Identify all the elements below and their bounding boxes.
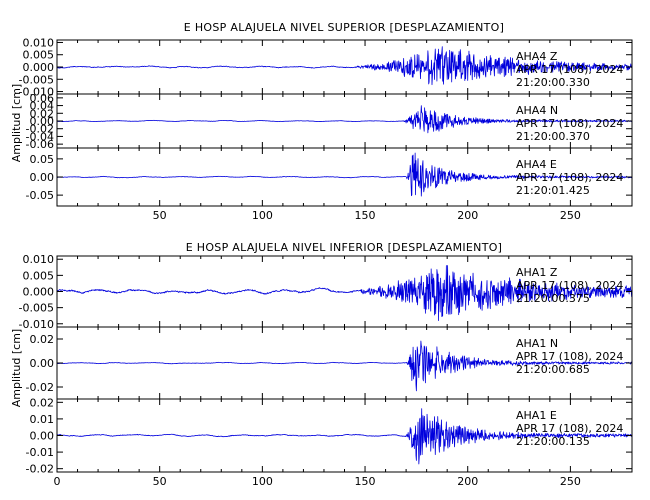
y-tick-label: -0.01 [26,446,54,459]
y-tick-label: -0.010 [19,86,54,99]
x-tick-label: 50 [153,475,167,488]
y-tick-label: 0.010 [23,36,55,49]
x-tick-label: 0 [54,475,61,488]
y-tick-label: 0.000 [23,286,55,299]
y-tick-label: -0.05 [26,189,54,202]
bottom-chart-title: E HOSP ALAJUELA NIVEL INFERIOR [DESPLAZA… [186,241,503,254]
start-time-label: 21:20:01.425 [516,184,590,197]
y-tick-label: -0.010 [19,318,54,331]
y-tick-label: 0.02 [30,333,55,346]
start-time-label: 21:20:00.370 [516,130,590,143]
x-tick-label: 250 [560,209,581,222]
y-tick-label: 0.005 [23,269,55,282]
y-tick-label: 0.000 [23,61,55,74]
start-time-label: 21:20:00.330 [516,76,590,89]
date-label: APR 17 (108), 2024 [516,63,623,76]
start-time-label: 21:20:00.135 [516,435,590,448]
station-component-label: AHA4 E [516,158,557,171]
y-tick-label: 0.02 [30,107,55,120]
x-tick-label: 150 [355,209,376,222]
y-tick-label: 0.00 [30,115,55,128]
x-tick-label: 200 [457,475,478,488]
x-tick-label: 100 [252,475,273,488]
y-tick-label: -0.02 [26,463,54,476]
y-tick-label: -0.005 [19,302,54,315]
date-label: APR 17 (108), 2024 [516,350,623,363]
y-tick-label: 0.00 [30,171,55,184]
y-tick-label: -0.02 [26,123,54,136]
seismic-trace [56,408,633,465]
date-label: APR 17 (108), 2024 [516,171,623,184]
x-tick-label: 50 [153,209,167,222]
y-tick-label: 0.00 [30,430,55,443]
y-tick-label: 0.010 [23,253,55,266]
seismic-trace [56,265,633,322]
seismic-trace [56,105,633,134]
y-tick-label: 0.005 [23,49,55,62]
y-tick-label: -0.02 [26,381,54,394]
y-tick-label: 0.04 [30,100,55,113]
start-time-label: 21:20:00.685 [516,363,590,376]
y-tick-label: -0.06 [26,138,54,151]
x-tick-label: 150 [355,475,376,488]
seismic-trace [56,340,633,392]
bottom-chart-ylabel: Amplitud [cm] [10,329,23,407]
y-tick-label: 0.06 [30,92,55,105]
station-component-label: AHA1 N [516,337,558,350]
y-tick-label: -0.04 [26,130,54,143]
x-tick-label: 250 [560,475,581,488]
station-component-label: AHA4 N [516,104,558,117]
panel-aha4-n: 0.060.040.020.00-0.02-0.04-0.06 AHA4 NAPR… [26,92,633,151]
station-component-label: AHA4 Z [516,50,558,63]
y-tick-label: 0.02 [30,396,55,409]
station-component-label: AHA1 Z [516,266,558,279]
date-label: APR 17 (108), 2024 [516,117,623,130]
date-label: APR 17 (108), 2024 [516,279,623,292]
seismic-trace [56,152,633,197]
top-chart-ylabel: Amplitud [cm] [10,84,23,162]
top-chart-title: E HOSP ALAJUELA NIVEL SUPERIOR [DESPLAZA… [184,21,504,34]
y-tick-label: -0.005 [19,73,54,86]
date-label: APR 17 (108), 2024 [516,422,623,435]
y-tick-label: 0.00 [30,357,55,370]
x-tick-label: 200 [457,209,478,222]
y-tick-label: 0.05 [30,153,55,166]
seismic-trace [56,46,633,86]
y-tick-label: 0.01 [30,413,55,426]
x-tick-label: 100 [252,209,273,222]
start-time-label: 21:20:00.375 [516,292,590,305]
station-component-label: AHA1 E [516,409,557,422]
